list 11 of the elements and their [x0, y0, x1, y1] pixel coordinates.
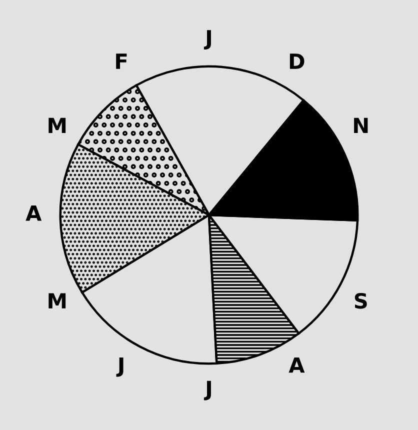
- text: A: [26, 206, 42, 221]
- text: J: [204, 380, 211, 400]
- text: J: [204, 30, 211, 50]
- text: J: [116, 357, 124, 377]
- text: S: [354, 292, 367, 309]
- text: M: [48, 118, 66, 134]
- text: D: [290, 54, 304, 69]
- text: M: [48, 293, 66, 308]
- text: A: [288, 357, 305, 373]
- text: F: [116, 54, 127, 69]
- text: N: [354, 118, 368, 134]
